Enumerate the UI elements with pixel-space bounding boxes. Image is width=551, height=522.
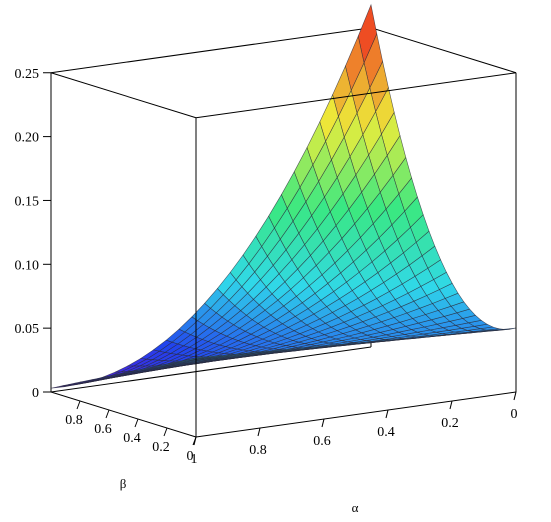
beta-tick-label: 0.4 [123, 431, 141, 446]
box-edge [370, 27, 517, 74]
z-tick-label: 0.10 [15, 258, 40, 273]
beta-axis-tick [134, 418, 139, 428]
beta-tick-label: 0 [187, 449, 194, 464]
box-edge [50, 27, 372, 74]
box-edge [195, 72, 517, 119]
alpha-axis-tick [257, 427, 261, 437]
axis-ticks [43, 72, 517, 446]
front-frame [50, 72, 517, 438]
alpha-tick-label: 0.2 [441, 416, 459, 431]
axis-tick-labels: 00.050.100.150.200.2510.80.60.40.2000.20… [15, 67, 518, 467]
box-edge [50, 346, 372, 393]
beta-tick-label: 0.8 [65, 413, 83, 428]
alpha-tick-label: 0.4 [377, 425, 395, 440]
beta-tick-label: 0.6 [94, 422, 112, 437]
z-tick-label: 0 [32, 386, 39, 401]
alpha-axis-tick [513, 391, 517, 401]
alpha-axis-tick [385, 409, 389, 419]
alpha-tick-label: 0.6 [313, 434, 331, 449]
alpha-axis-tick [321, 418, 325, 428]
surface-mesh [50, 3, 517, 389]
beta-axis-tick [76, 400, 81, 410]
box-edge [50, 72, 197, 119]
beta-tick-label: 0.2 [152, 440, 170, 455]
box-edge [50, 391, 197, 438]
beta-axis-label: β [120, 476, 127, 491]
z-tick-label: 0.20 [15, 131, 40, 146]
box-edge [195, 391, 517, 438]
alpha-tick-label: 0.8 [249, 443, 267, 458]
beta-axis-tick [163, 427, 168, 437]
alpha-axis-tick [449, 400, 453, 410]
alpha-tick-label: 1 [191, 452, 198, 467]
surface-patch [50, 385, 70, 389]
alpha-tick-label: 0 [511, 407, 518, 422]
beta-axis-tick [192, 436, 197, 446]
z-tick-label: 0.05 [15, 322, 40, 337]
alpha-axis-label: α [352, 500, 359, 515]
z-tick-label: 0.15 [15, 194, 40, 209]
beta-axis-tick [105, 409, 110, 419]
z-tick-label: 0.25 [15, 67, 40, 82]
